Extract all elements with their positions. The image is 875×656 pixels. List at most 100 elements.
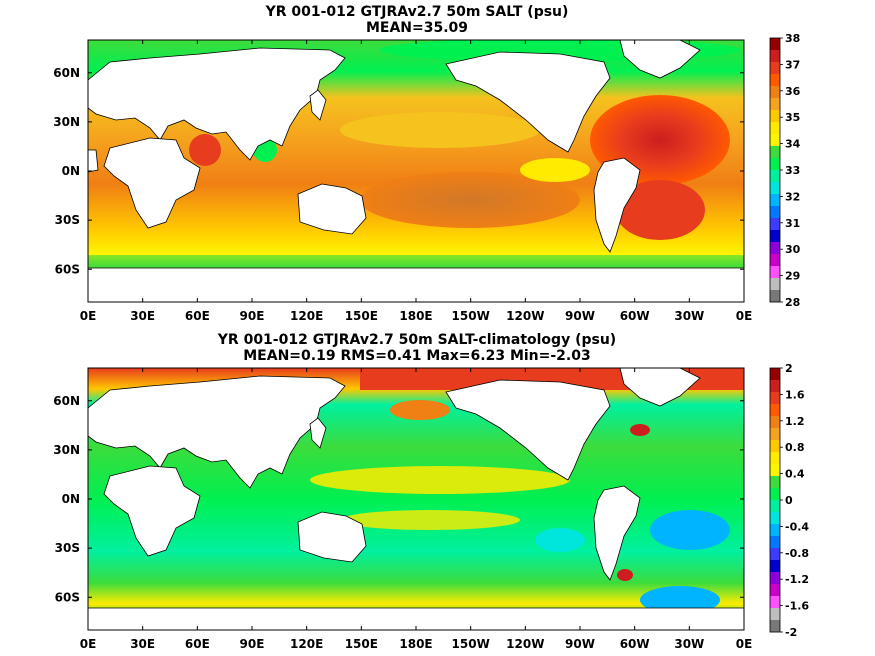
x-tick-label: 120W [506, 309, 544, 323]
colorbar-swatch [770, 416, 780, 429]
top-arabian-sea [189, 134, 221, 166]
colorbar-swatch [770, 404, 780, 417]
colorbar-label: 36 [785, 85, 801, 98]
colorbar-swatch [770, 62, 780, 75]
colorbar-label: 30 [785, 243, 801, 256]
colorbar-label: 31 [785, 217, 800, 230]
x-tick-label: 150E [345, 637, 378, 651]
colorbar-label: 35 [785, 111, 800, 124]
colorbar-swatch [770, 110, 780, 123]
colorbar-swatch [770, 170, 780, 183]
y-tick-label: 60S [55, 262, 80, 276]
bottom-south-pacific-yellow [340, 510, 520, 530]
colorbar-swatch [770, 218, 780, 231]
bottom-title: YR 001-012 GTJRAv2.7 50m SALT-climatolog… [217, 332, 616, 348]
x-tick-label: 60E [185, 637, 210, 651]
colorbar-swatch [770, 290, 780, 303]
colorbar-swatch [770, 368, 780, 381]
colorbar-label: 29 [785, 270, 800, 283]
x-tick-label: 0E [736, 309, 753, 323]
colorbar-swatch [770, 380, 780, 393]
colorbar-swatch [770, 50, 780, 63]
y-tick-label: 60S [55, 590, 80, 604]
colorbar-swatch [770, 254, 780, 267]
bottom-subtitle: MEAN=0.19 RMS=0.41 Max=6.23 Min=-2.03 [243, 348, 590, 364]
x-tick-label: 180E [399, 637, 432, 651]
colorbar-swatch [770, 548, 780, 561]
y-tick-label: 0N [62, 492, 80, 506]
x-tick-label: 150W [452, 637, 490, 651]
bottom-atlantic-low [650, 510, 730, 550]
x-tick-label: 60W [620, 637, 650, 651]
x-tick-label: 60W [620, 309, 650, 323]
x-tick-label: 120E [290, 637, 323, 651]
colorbar-label: 32 [785, 190, 800, 203]
colorbar-label: 0.8 [785, 441, 805, 454]
bottom-continents [88, 368, 744, 630]
top-north-pacific [340, 112, 540, 148]
colorbar-label: 0.4 [785, 468, 805, 481]
colorbar-swatch [770, 86, 780, 99]
x-tick-label: 30E [130, 309, 155, 323]
x-tick-label: 0E [80, 309, 97, 323]
colorbar-swatch [770, 620, 780, 633]
colorbar-label: -0.8 [785, 547, 809, 560]
top-subtitle: MEAN=35.09 [366, 20, 468, 36]
colorbar-swatch [770, 596, 780, 609]
bottom-map: 0E 30E 60E 90E 120E 150E 180E 150W 120W 90W 60W 30W… [53, 367, 753, 651]
colorbar-label: 37 [785, 58, 800, 71]
colorbar-label: 33 [785, 164, 800, 177]
x-tick-label: 30W [674, 309, 704, 323]
bottom-kuroshio [390, 400, 450, 420]
x-tick-label: 90E [240, 309, 265, 323]
x-tick-label: 90E [240, 637, 265, 651]
colorbar-label: 1.2 [785, 415, 805, 428]
top-ticks: 0E 30E 60E 90E 120E 150E 180E 150W 120W 90W 60W 30W… [53, 40, 752, 323]
colorbar-label: 0 [785, 494, 793, 507]
colorbar-swatch [770, 476, 780, 489]
colorbar-swatch [770, 452, 780, 465]
colorbar-swatch [770, 572, 780, 585]
colorbar-swatch [770, 146, 780, 159]
colorbar-swatch [770, 206, 780, 219]
x-tick-label: 120W [506, 637, 544, 651]
colorbar-swatch [770, 158, 780, 171]
x-tick-label: 90W [565, 309, 595, 323]
colorbar-swatch [770, 134, 780, 147]
colorbar-swatch [770, 428, 780, 441]
colorbar-swatch [770, 464, 780, 477]
x-tick-label: 180E [399, 309, 432, 323]
colorbar-label: 28 [785, 296, 800, 309]
top-colorbar: 38 37 36 35 34 33 32 31 30 29 28 [769, 32, 801, 309]
y-tick-label: 60N [53, 66, 80, 80]
top-continents [88, 40, 744, 302]
colorbar-swatch [770, 584, 780, 597]
x-tick-label: 60E [185, 309, 210, 323]
colorbar-swatch [770, 608, 780, 621]
colorbar-label: 2 [785, 362, 793, 375]
colorbar-swatch [770, 488, 780, 501]
top-map: 0E 30E 60E 90E 120E 150E 180E 150W 120W 90W 60W 30W… [53, 39, 752, 323]
colorbar-swatch [770, 266, 780, 279]
y-tick-label: 30S [55, 213, 80, 227]
x-tick-label: 90W [565, 637, 595, 651]
top-title: YR 001-012 GTJRAv2.7 50m SALT (psu) [265, 4, 569, 20]
colorbar-swatch [770, 392, 780, 405]
colorbar-label: -0.4 [785, 520, 809, 533]
colorbar-swatch [770, 512, 780, 525]
y-tick-label: 30N [53, 443, 80, 457]
y-tick-label: 0N [62, 164, 80, 178]
colorbar-label: -1.2 [785, 573, 809, 586]
bottom-south-atlantic-low [640, 586, 720, 614]
top-east-pacific-low [520, 158, 590, 182]
colorbar-swatch [770, 98, 780, 111]
x-tick-label: 150E [345, 309, 378, 323]
colorbar-label: 1.6 [785, 388, 805, 401]
y-tick-label: 30N [53, 115, 80, 129]
colorbar-swatch [770, 524, 780, 537]
x-tick-label: 0E [736, 637, 753, 651]
x-tick-label: 0E [80, 637, 97, 651]
x-tick-label: 150W [452, 309, 490, 323]
top-south-pacific-high [360, 172, 580, 228]
